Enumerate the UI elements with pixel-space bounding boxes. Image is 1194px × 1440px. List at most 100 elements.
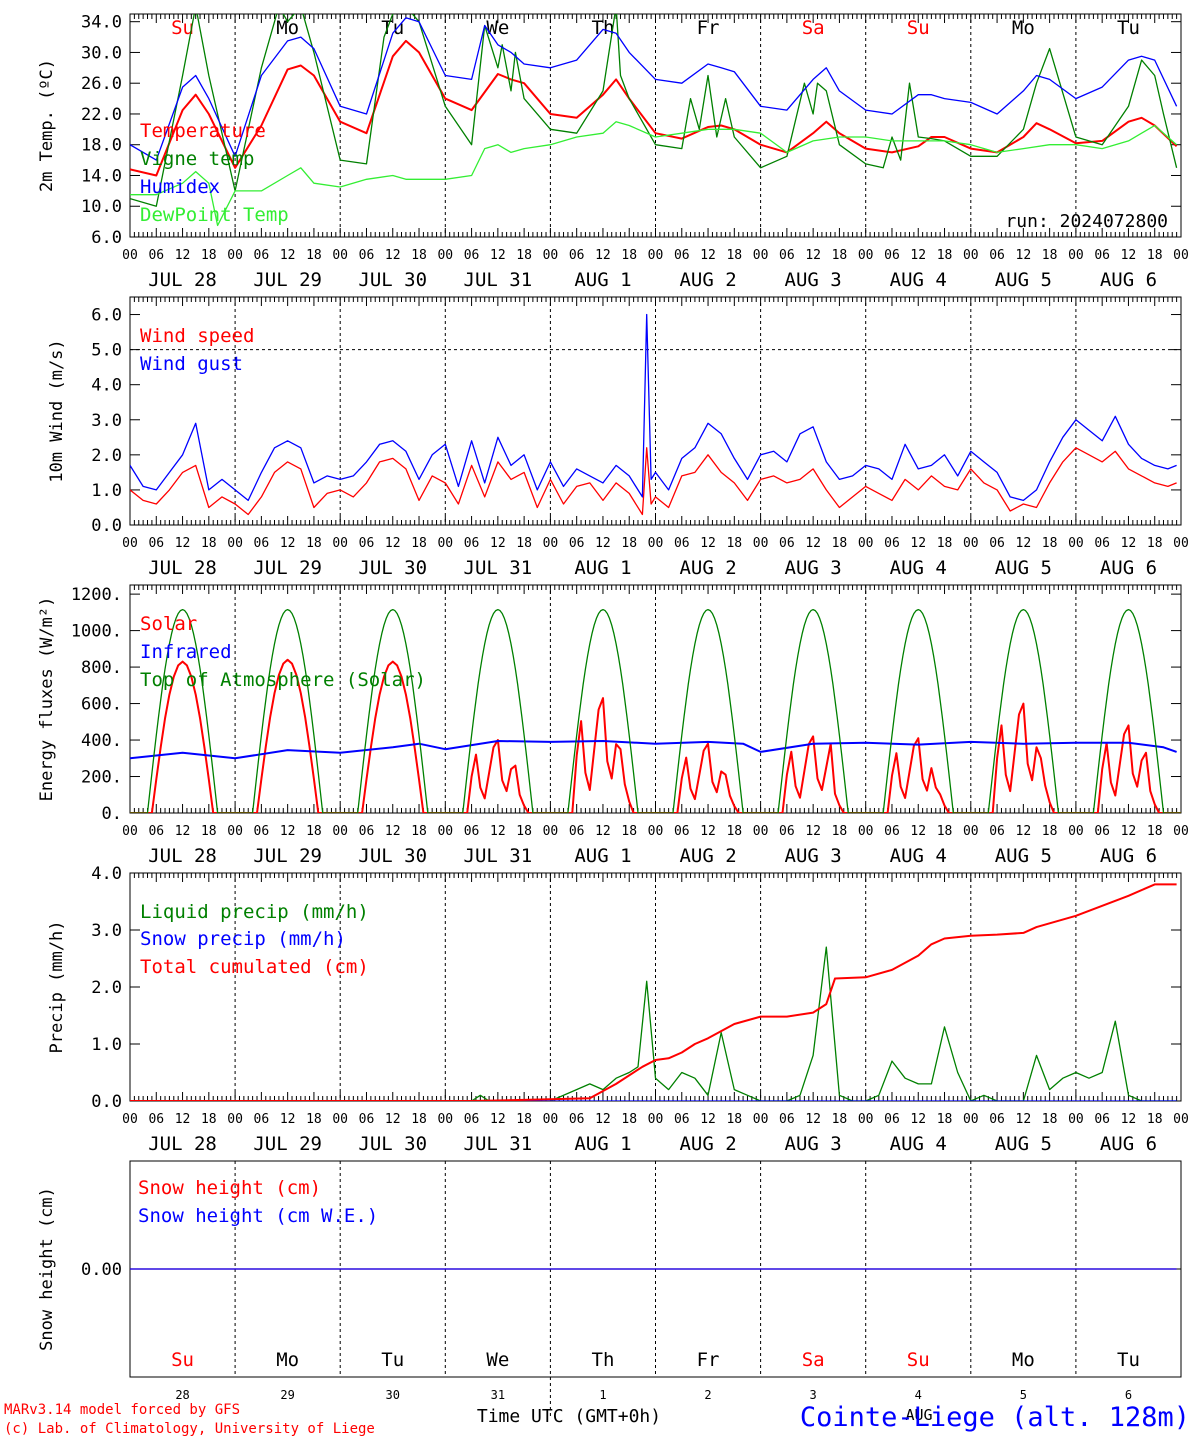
hour-tick-label: 06 xyxy=(989,1112,1005,1127)
date-label: AUG 1 xyxy=(574,269,631,291)
day-number-label: 2 xyxy=(704,1388,711,1402)
weekday-label: We xyxy=(486,1349,509,1371)
hour-tick-label: 06 xyxy=(1094,536,1110,551)
hour-tick-label: 00 xyxy=(963,536,979,551)
hour-tick-label: 12 xyxy=(1121,248,1137,263)
y-tick-label: 0. xyxy=(102,804,122,824)
date-label: JUL 31 xyxy=(464,845,533,867)
hour-tick-label: 06 xyxy=(1094,248,1110,263)
weekday-label: Tu xyxy=(1117,17,1140,39)
hour-tick-label: 18 xyxy=(411,824,427,839)
date-label: JUL 29 xyxy=(253,845,322,867)
weekday-label: Tu xyxy=(1117,1349,1140,1371)
day-number-label: 5 xyxy=(1020,1388,1027,1402)
date-label: AUG 5 xyxy=(995,1133,1052,1155)
date-label: JUL 29 xyxy=(253,557,322,579)
y-tick-label: 34.0 xyxy=(81,13,122,33)
hour-tick-label: 00 xyxy=(858,536,874,551)
date-label: JUL 31 xyxy=(464,269,533,291)
hour-tick-label: 18 xyxy=(726,248,742,263)
date-label: AUG 2 xyxy=(679,1133,736,1155)
hour-tick-label: 06 xyxy=(148,536,164,551)
day-number-label: 4 xyxy=(915,1388,922,1402)
hour-tick-label: 18 xyxy=(832,248,848,263)
legend-entry: Snow height (cm) xyxy=(138,1177,321,1199)
hour-tick-label: 00 xyxy=(963,248,979,263)
hour-tick-label: 18 xyxy=(411,536,427,551)
hour-tick-label: 06 xyxy=(464,824,480,839)
hour-tick-label: 00 xyxy=(648,248,664,263)
hour-tick-label: 18 xyxy=(1042,824,1058,839)
hour-tick-label: 06 xyxy=(989,248,1005,263)
weekday-label: Fr xyxy=(697,1349,720,1371)
hour-tick-label: 06 xyxy=(464,1112,480,1127)
day-number-label: 3 xyxy=(810,1388,817,1402)
hour-tick-label: 18 xyxy=(937,824,953,839)
date-label: AUG 4 xyxy=(890,1133,947,1155)
hour-tick-label: 06 xyxy=(779,824,795,839)
hour-tick-label: 06 xyxy=(359,1112,375,1127)
y-tick-label: 600. xyxy=(81,695,122,715)
hour-tick-label: 00 xyxy=(858,248,874,263)
hour-tick-label: 00 xyxy=(332,248,348,263)
date-label: JUL 30 xyxy=(358,269,427,291)
date-label: AUG 5 xyxy=(995,557,1052,579)
legend-entry: Humidex xyxy=(140,176,220,198)
series-line-total-cumulated-cm- xyxy=(130,883,1177,1101)
hour-tick-label: 00 xyxy=(543,536,559,551)
series-line-top-of-atmosphere-solar- xyxy=(655,608,761,813)
hour-tick-label: 00 xyxy=(122,248,138,263)
hour-tick-label: 00 xyxy=(332,536,348,551)
series-group xyxy=(130,608,1181,813)
hour-tick-label: 00 xyxy=(122,824,138,839)
hour-tick-label: 06 xyxy=(779,248,795,263)
date-label: AUG 4 xyxy=(890,845,947,867)
hour-tick-label: 12 xyxy=(805,248,821,263)
day-number-label: 6 xyxy=(1125,1388,1132,1402)
y-tick-label: 4.0 xyxy=(91,376,122,396)
hour-tick-label: 06 xyxy=(569,1112,585,1127)
hour-tick-label: 00 xyxy=(227,1112,243,1127)
y-tick-label: 0.0 xyxy=(91,516,122,536)
weekday-label: Mo xyxy=(1012,17,1035,39)
hour-tick-label: 12 xyxy=(805,824,821,839)
y-axis-label: Precip (mm/h) xyxy=(47,920,67,1053)
date-label: JUL 30 xyxy=(358,845,427,867)
series-line-top-of-atmosphere-solar- xyxy=(130,608,236,813)
hour-tick-label: 18 xyxy=(621,824,637,839)
hour-tick-label: 18 xyxy=(937,248,953,263)
hour-tick-label: 00 xyxy=(543,824,559,839)
hour-tick-label: 00 xyxy=(1068,536,1084,551)
legend-entry: Liquid precip (mm/h) xyxy=(140,901,369,923)
hour-tick-label: 00 xyxy=(858,1112,874,1127)
weekday-label: Su xyxy=(907,1349,930,1371)
y-axis-label: Energy fluxes (W/m²) xyxy=(37,597,57,802)
hour-tick-label: 00 xyxy=(122,1112,138,1127)
y-axis-label: Snow height (cm) xyxy=(37,1187,57,1351)
hour-tick-label: 18 xyxy=(201,824,217,839)
hour-tick-label: 12 xyxy=(700,536,716,551)
date-label: AUG 2 xyxy=(679,845,736,867)
y-tick-label: 400. xyxy=(81,731,122,751)
hour-tick-label: 12 xyxy=(595,1112,611,1127)
weekday-label: Su xyxy=(171,1349,194,1371)
series-line-top-of-atmosphere-solar- xyxy=(550,608,656,813)
y-tick-label: 2.0 xyxy=(91,446,122,466)
hour-tick-label: 00 xyxy=(1068,248,1084,263)
hour-tick-label: 00 xyxy=(963,1112,979,1127)
legend-entry: Total cumulated (cm) xyxy=(140,956,369,978)
date-label: AUG 5 xyxy=(995,269,1052,291)
hour-tick-label: 12 xyxy=(1016,1112,1032,1127)
series-line-infrared xyxy=(130,740,1177,760)
hour-tick-label: 12 xyxy=(1121,1112,1137,1127)
weekday-label: Th xyxy=(592,1349,615,1371)
hour-tick-label: 12 xyxy=(910,536,926,551)
date-label: JUL 30 xyxy=(358,557,427,579)
y-tick-label: 3.0 xyxy=(91,921,122,941)
hour-tick-label: 12 xyxy=(700,1112,716,1127)
y-tick-label: 5.0 xyxy=(91,341,122,361)
date-label: AUG 6 xyxy=(1100,269,1157,291)
hour-tick-label: 12 xyxy=(175,536,191,551)
series-line-wind-speed xyxy=(130,447,1177,516)
date-label: AUG 4 xyxy=(890,557,947,579)
